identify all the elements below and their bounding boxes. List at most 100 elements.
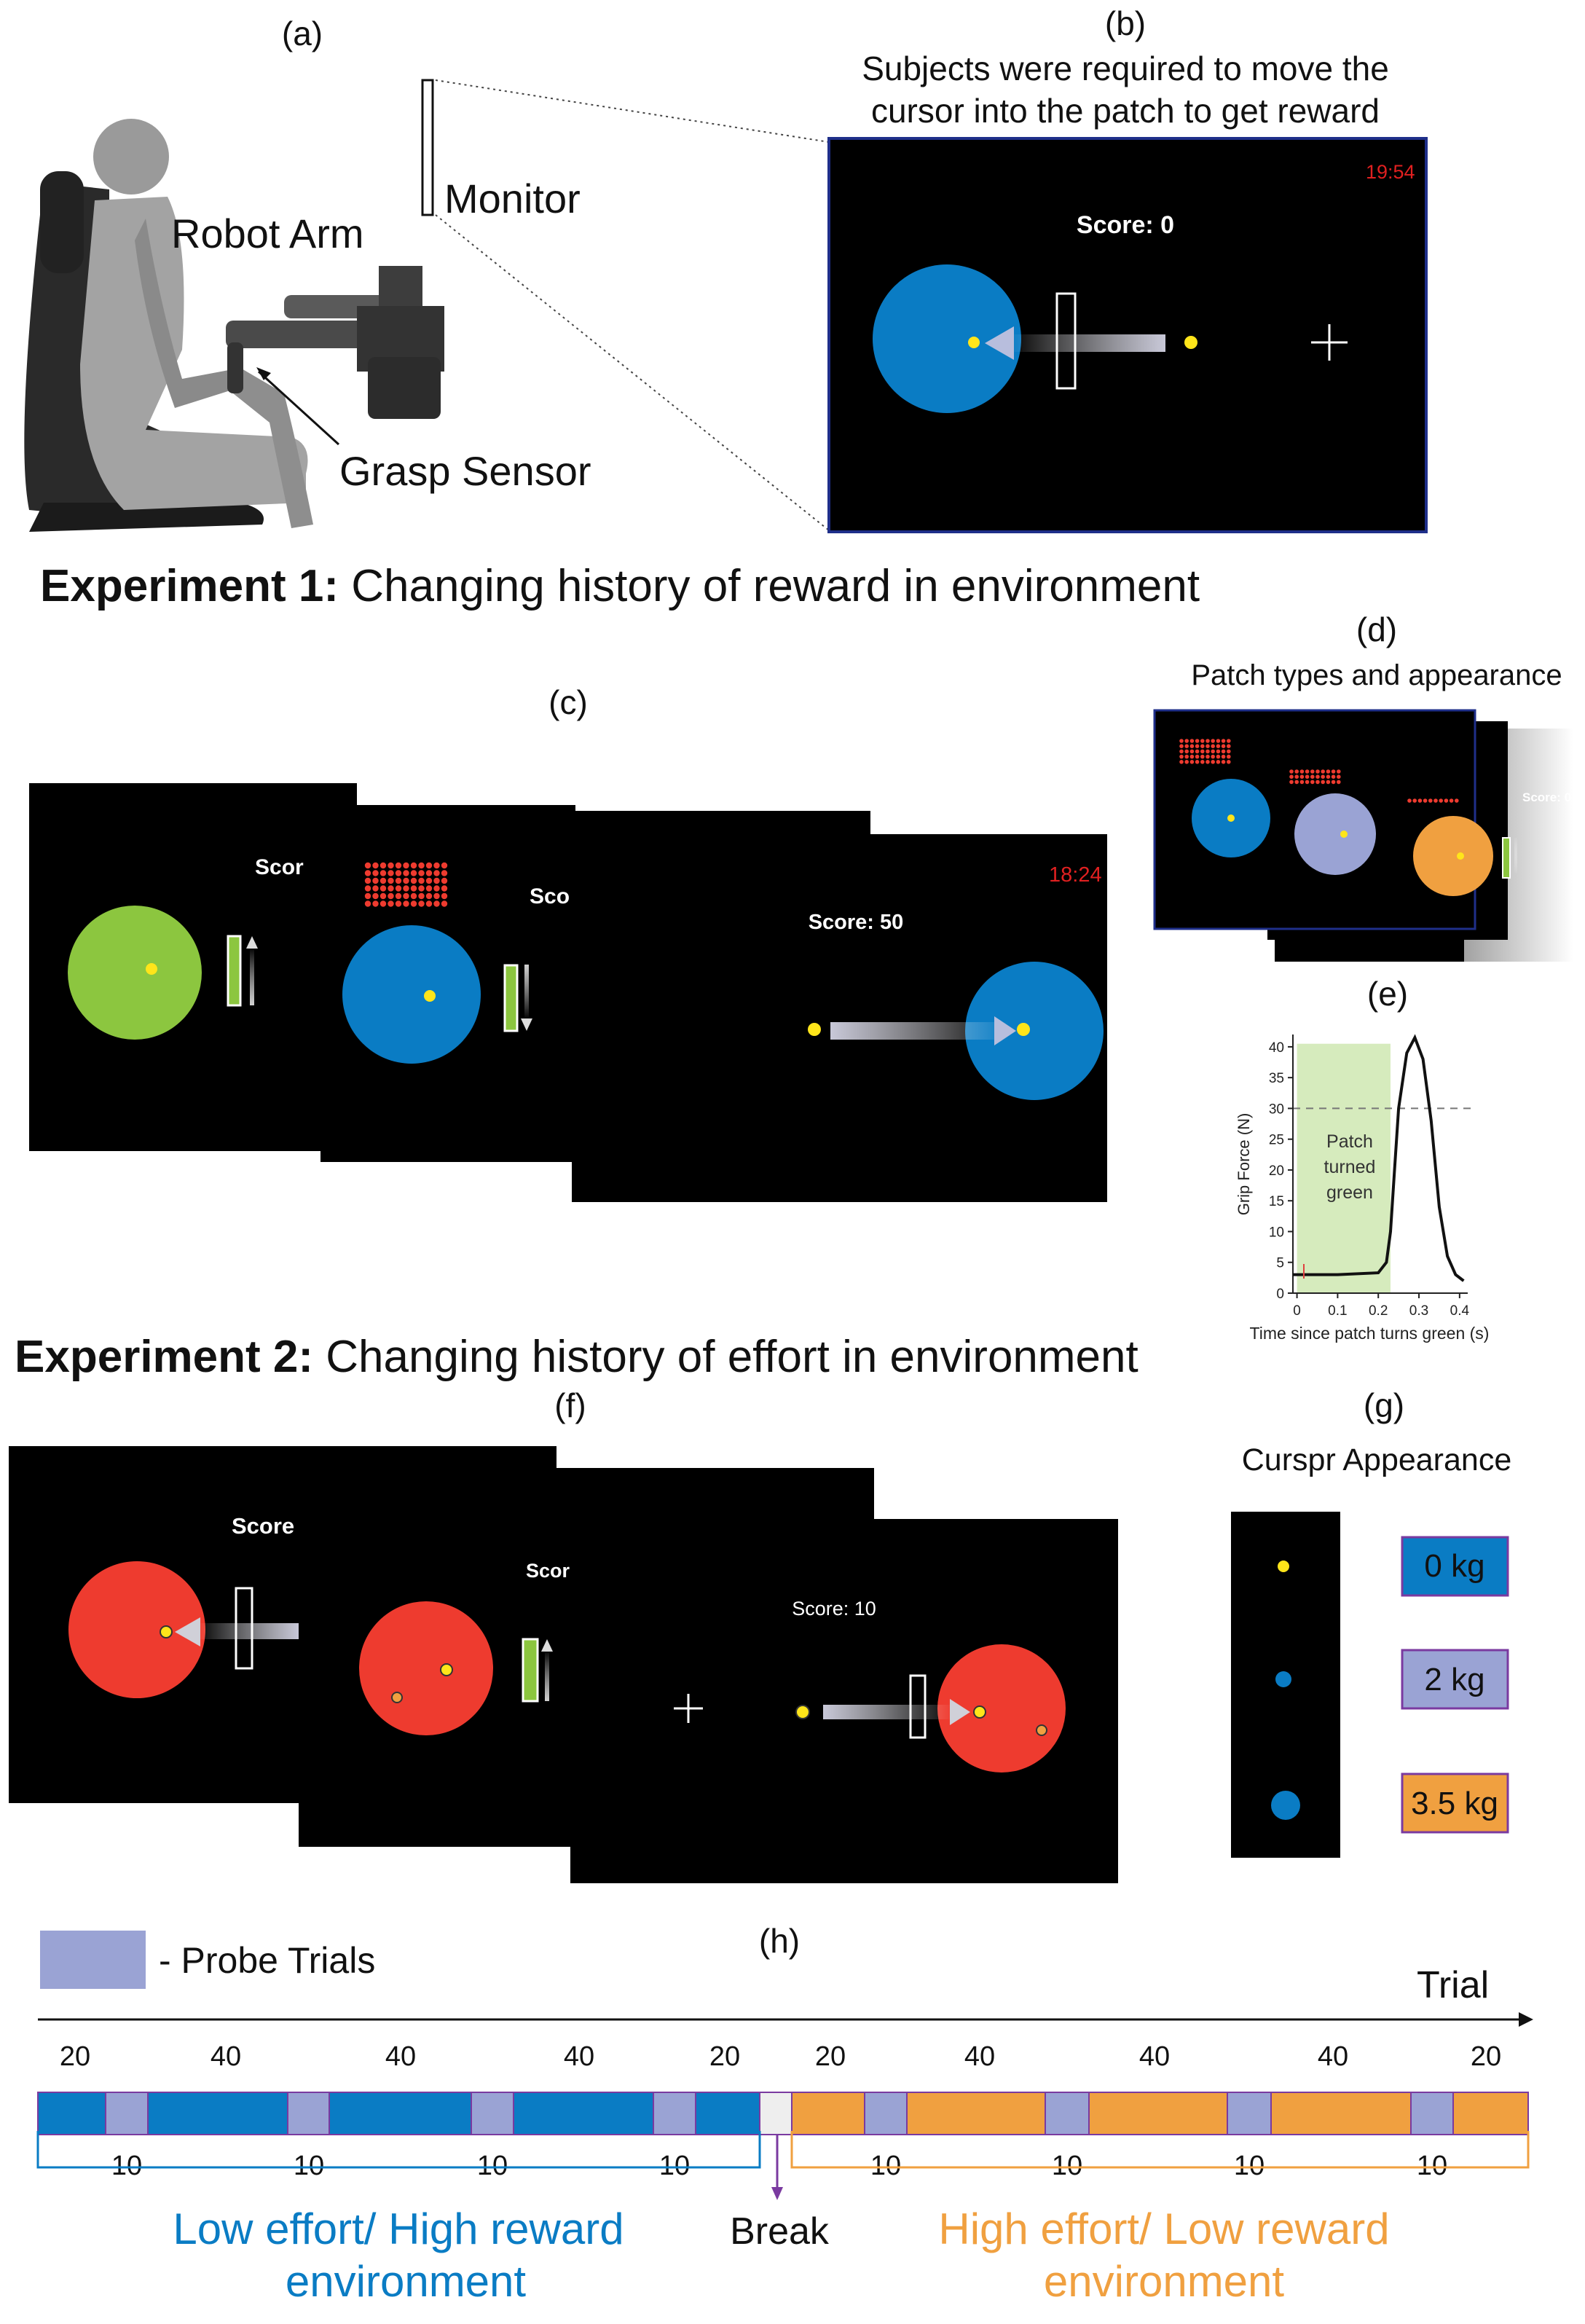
reward-dot [1439,798,1443,803]
break-label: Break [730,2210,830,2253]
reward-dot [441,885,448,892]
chair-headrest [40,171,84,273]
c-screen-4-start-cursor [808,1023,821,1036]
reward-dot [1294,774,1299,779]
reward-dot [1315,780,1320,785]
c-screen-2-down-arrow-head [521,1018,532,1031]
reward-dot [425,877,433,884]
c-screen-2-down-arrow [524,965,529,1019]
grasp-pointer-head [256,367,271,380]
reward-dot-grid-c [364,862,448,907]
y-tick-label: 15 [1269,1194,1284,1209]
reward-dot [1294,769,1299,774]
reward-dot [1216,739,1221,743]
f-screen-4-patch [937,1644,1066,1773]
green-window [1297,1043,1391,1293]
reward-dot [410,885,417,892]
d-patch-low [1413,816,1493,896]
probe-count: 10 [1234,2151,1265,2181]
f-screen-2-up-arrow [545,1650,549,1701]
timeline-segment [1227,2092,1272,2135]
reward-dot [1221,754,1226,759]
reward-dot [418,885,425,892]
label-2kg: 2 kg [1424,1662,1484,1697]
probe-legend-label: - Probe Trials [159,1940,375,1981]
timeline-segment [759,2092,792,2135]
c-screen-4-score: Score: 50 [809,911,904,934]
timeline-segment [37,2092,106,2135]
reward-dot [1206,739,1210,743]
trial-axis-arrowhead [1519,2012,1533,2027]
y-ticks: 0 5 10 15 20 25 30 35 40 [1269,1040,1293,1302]
f-screen-4-orange-dot [1036,1724,1047,1736]
reward-dot [1184,760,1189,764]
reward-dot [395,870,402,876]
c-screen-1-score: Scor [255,855,304,879]
experiment-1-bold: Experiment 1: [40,561,339,611]
reward-dot [1179,760,1184,764]
f-screen-4-start-cursor [795,1705,810,1719]
reward-dot [425,862,433,869]
monitor-projection-bottom [435,214,830,531]
f-screen-2-force-bar [522,1638,539,1703]
reward-dot [1227,744,1231,748]
reward-dot [441,900,448,907]
person-leg [233,368,313,528]
reward-dot [379,900,387,907]
block-count: 20 [1471,2041,1501,2072]
person-body [80,197,308,510]
panel-d-title: Patch types and appearance [1191,659,1562,691]
reward-dot [1417,798,1423,803]
reward-dot [1299,780,1305,785]
y-tick-label: 30 [1269,1102,1284,1117]
reward-dot [1331,780,1336,785]
grip-force-series [1293,1034,1465,1282]
reward-dot [1221,744,1226,748]
reward-dot [395,900,402,907]
probe-count: 10 [659,2151,690,2181]
annotation-turned: turned [1324,1157,1376,1177]
y-tick-label: 25 [1269,1133,1284,1148]
arm-base [368,357,441,419]
reward-dot [1310,780,1315,785]
block-count: 40 [1318,2041,1348,2072]
reward-dot [410,877,417,884]
label-3-5kg: 3.5 kg [1411,1786,1498,1821]
block-count: 40 [211,2041,241,2072]
block-count: 40 [964,2041,995,2072]
reward-dot [1455,798,1459,803]
reward-dot [1195,754,1200,759]
d-screen-3-score: Score: 0 [1522,790,1571,804]
panel-label-h: (h) [759,1922,800,1960]
reward-dot [418,870,425,876]
reward-dot [418,892,425,900]
reward-dot [372,870,379,876]
reward-dot [1289,774,1294,779]
f-screen-1-score: Score [232,1513,294,1539]
reward-dot [1195,749,1200,754]
panel-label-b: (b) [1105,4,1146,42]
x-axis-label: Time since patch turns green (s) [1250,1324,1490,1343]
reward-dot [1206,754,1210,759]
reward-dot [1216,749,1221,754]
robot-arm-label: Robot Arm [171,211,364,256]
c-screen-1-up-arrow-head [246,936,258,949]
reward-dot [364,885,371,892]
reward-dot [418,900,425,907]
reward-dot-grid-d-mid [1289,769,1341,785]
reward-dot [1216,754,1221,759]
y-tick-label: 20 [1269,1163,1284,1179]
panel-f-screens: Score Scor Score: 10 [9,1446,1118,1883]
force-bar-outline [1055,292,1077,390]
reward-dot [1179,744,1184,748]
reward-dot [403,885,409,892]
reward-dot [1337,769,1341,774]
reward-dot [1206,749,1210,754]
reward-dot [1310,769,1315,774]
reward-dot [1189,739,1195,743]
reward-dot [379,862,387,869]
x-tick-label: 0 [1293,1303,1301,1319]
timeline-segment [513,2092,654,2135]
reward-dot [1184,749,1189,754]
timeline-segment [791,2092,865,2135]
